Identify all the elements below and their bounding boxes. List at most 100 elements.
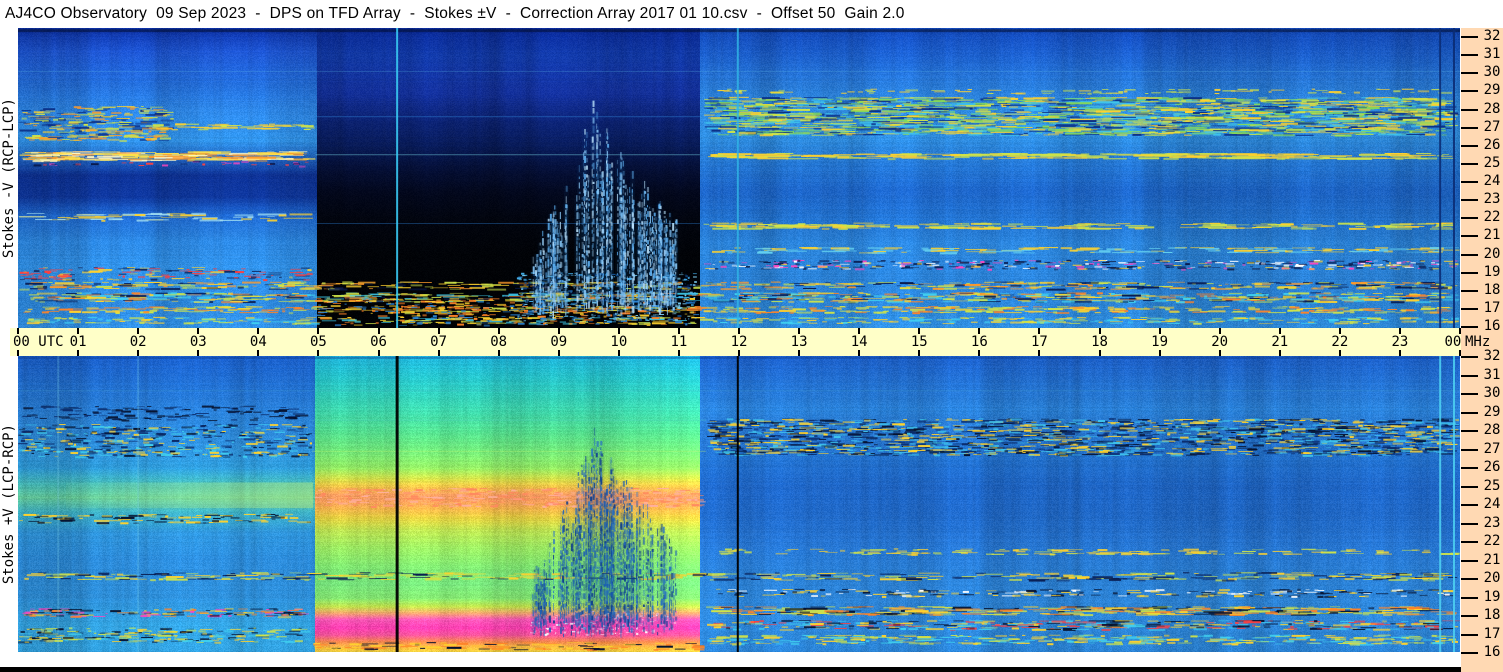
freq-tick-label: 23 (1483, 191, 1501, 208)
freq-tick (1461, 448, 1478, 451)
time-label: 13 (790, 334, 808, 350)
freq-tick-label: 30 (1483, 385, 1501, 401)
freq-tick (1461, 393, 1478, 395)
hour-tick (257, 328, 260, 334)
hour-tick (377, 328, 380, 334)
hour-tick (677, 350, 680, 356)
freq-tick-label: 25 (1483, 477, 1501, 494)
hour-tick (77, 328, 80, 334)
hour-tick (978, 350, 981, 356)
hour-tick (918, 350, 921, 356)
hour-tick (1398, 350, 1401, 356)
freq-tick-label: 29 (1483, 82, 1501, 99)
freq-tick-label: 20 (1483, 245, 1501, 262)
time-label: 10 (610, 334, 628, 350)
freq-tick-label: 17 (1483, 625, 1501, 642)
freq-tick-label: 31 (1483, 366, 1501, 383)
hour-tick (557, 350, 560, 356)
freq-tick (1461, 430, 1478, 432)
freq-tick (1461, 578, 1478, 580)
time-label: 15 (910, 334, 928, 350)
hour-tick (1038, 350, 1041, 356)
time-label: 05 (309, 334, 327, 350)
freq-tick (1461, 72, 1478, 75)
hour-tick (557, 328, 560, 334)
hour-tick (137, 350, 140, 356)
freq-tick (1461, 271, 1478, 274)
time-label: 18 (1091, 334, 1108, 350)
hour-tick (1158, 350, 1161, 356)
freq-tick-label: 27 (1483, 440, 1501, 457)
hour-tick (918, 328, 921, 334)
freq-tick-label: 25 (1483, 154, 1501, 171)
time-label: 06 (370, 334, 387, 350)
freq-tick (1461, 326, 1478, 328)
hour-tick (137, 328, 140, 334)
freq-tick-label: 16 (1483, 644, 1501, 660)
hour-tick (1218, 350, 1221, 356)
freq-tick-label: 22 (1483, 533, 1501, 549)
time-label: 00 UTC (13, 334, 64, 350)
time-label: 14 (850, 334, 868, 350)
hour-tick (798, 328, 801, 334)
freq-tick (1461, 559, 1478, 562)
spectrogram-stokes-minus-v (18, 28, 1460, 328)
freq-tick (1461, 522, 1478, 525)
freq-tick-label: 17 (1483, 299, 1501, 316)
stokes-minus-v-label: Stokes -V (RCP-LCP) (1, 97, 17, 259)
y-axis-label-top: Stokes -V (RCP-LCP) (0, 28, 18, 328)
time-label: 01 (69, 334, 87, 350)
freq-tick (1461, 144, 1478, 147)
time-label: 17 (1030, 334, 1048, 350)
frequency-unit-label: MHz (1465, 334, 1491, 350)
hour-tick (1459, 350, 1461, 356)
freq-tick-label: 26 (1483, 459, 1501, 475)
time-label: 07 (430, 334, 448, 350)
freq-tick (1461, 411, 1478, 414)
freq-tick (1461, 374, 1478, 377)
freq-tick (1461, 504, 1478, 506)
freq-tick (1461, 652, 1478, 654)
bottom-border-bar (0, 667, 1461, 672)
hour-tick (1158, 328, 1161, 334)
hour-tick (437, 328, 440, 334)
freq-tick (1461, 307, 1478, 310)
hour-tick (1098, 350, 1101, 356)
hour-tick (978, 328, 981, 334)
hour-tick (1218, 328, 1221, 334)
freq-tick (1461, 485, 1478, 488)
hour-tick (77, 350, 80, 356)
hour-tick (17, 328, 19, 334)
freq-tick-label: 32 (1483, 348, 1501, 364)
hour-tick (497, 328, 500, 334)
freq-tick-label: 23 (1483, 514, 1501, 531)
freq-tick-label: 21 (1483, 551, 1501, 568)
freq-tick-label: 29 (1483, 403, 1501, 420)
time-label: 03 (189, 334, 207, 350)
time-label: 11 (670, 334, 688, 350)
freq-tick-label: 18 (1483, 607, 1501, 623)
page-title: AJ4CO Observatory 09 Sep 2023 - DPS on T… (5, 5, 905, 22)
freq-tick-label: 18 (1483, 281, 1501, 298)
freq-tick (1461, 633, 1478, 636)
hour-tick (617, 350, 620, 356)
hour-tick (1278, 328, 1281, 334)
hour-tick (858, 328, 861, 334)
freq-tick-label: 24 (1483, 496, 1501, 512)
freq-tick-label: 20 (1483, 570, 1501, 586)
time-label: 02 (129, 334, 147, 350)
freq-tick-label: 22 (1483, 209, 1501, 226)
time-label: 00 (1444, 334, 1462, 350)
hour-tick (197, 328, 200, 334)
time-label: 20 (1211, 334, 1229, 350)
hour-tick (677, 328, 680, 334)
hour-tick (858, 350, 861, 356)
freq-tick-label: 28 (1483, 422, 1501, 438)
freq-tick (1461, 108, 1478, 111)
y-axis-label-bottom: Stokes +V (LCP-RCP) (0, 356, 18, 652)
freq-tick (1461, 615, 1478, 617)
time-label: 16 (970, 334, 988, 350)
hour-tick (798, 350, 801, 356)
hour-tick (1459, 328, 1461, 334)
